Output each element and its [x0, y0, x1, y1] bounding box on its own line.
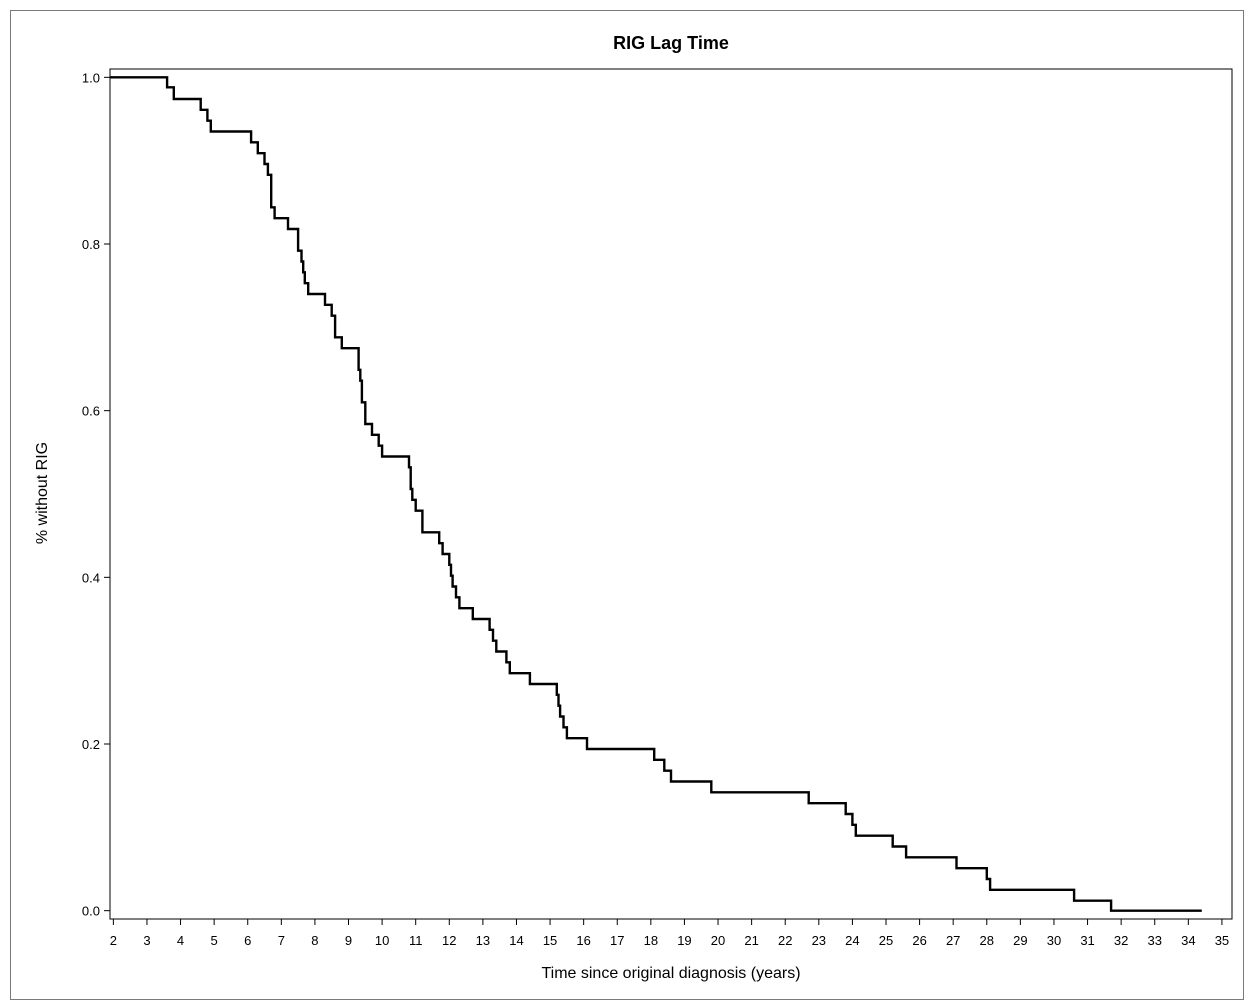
x-tick-label: 12: [442, 933, 456, 948]
x-tick-label: 27: [946, 933, 960, 948]
x-tick-label: 7: [278, 933, 285, 948]
y-tick-label: 1.0: [82, 70, 100, 85]
x-tick-label: 29: [1013, 933, 1027, 948]
y-tick-label: 0.0: [82, 904, 100, 919]
x-tick-label: 17: [610, 933, 624, 948]
x-tick-label: 33: [1148, 933, 1162, 948]
x-axis: 2 3 4 5 6 7 8 9 10 11 12 13 14 15 16 17 18 19 20 21 22 23 24 25…: [110, 919, 1229, 948]
x-tick-label: 20: [711, 933, 725, 948]
x-tick-label: 3: [143, 933, 150, 948]
x-tick-label: 22: [778, 933, 792, 948]
x-tick-label: 13: [476, 933, 490, 948]
x-tick-label: 26: [912, 933, 926, 948]
x-tick-label: 23: [812, 933, 826, 948]
y-tick-label: 0.8: [82, 237, 100, 252]
x-tick-label: 4: [177, 933, 184, 948]
chart-frame: [10, 10, 1244, 1000]
x-tick-label: 32: [1114, 933, 1128, 948]
x-tick-label: 11: [409, 933, 423, 948]
x-tick-label: 2: [110, 933, 117, 948]
survival-step-line: [110, 76, 1202, 912]
chart-title: RIG Lag Time: [613, 33, 729, 53]
x-tick-label: 21: [744, 933, 758, 948]
x-tick-label: 8: [311, 933, 318, 948]
x-tick-label: 34: [1181, 933, 1195, 948]
x-tick-label: 10: [375, 933, 389, 948]
x-tick-label: 30: [1047, 933, 1061, 948]
plot-area: [109, 68, 1233, 920]
x-tick-label: 35: [1215, 933, 1229, 948]
x-tick-label: 9: [345, 933, 352, 948]
y-axis-label: % without RIG: [34, 442, 51, 544]
x-tick-label: 5: [211, 933, 218, 948]
x-tick-label: 14: [509, 933, 523, 948]
x-tick-label: 18: [644, 933, 658, 948]
y-tick-label: 0.2: [82, 737, 100, 752]
x-tick-label: 24: [845, 933, 859, 948]
x-tick-label: 15: [543, 933, 557, 948]
x-tick-label: 28: [980, 933, 994, 948]
x-tick-label: 25: [879, 933, 893, 948]
y-tick-label: 0.6: [82, 404, 100, 419]
x-tick-label: 16: [576, 933, 590, 948]
x-tick-label: 6: [244, 933, 251, 948]
x-tick-label: 19: [677, 933, 691, 948]
y-tick-label: 0.4: [82, 570, 100, 585]
x-axis-label: Time since original diagnosis (years): [541, 965, 800, 982]
x-tick-label: 31: [1080, 933, 1094, 948]
y-axis: 0.0 0.2 0.4 0.6 0.8 1.0: [82, 70, 110, 919]
